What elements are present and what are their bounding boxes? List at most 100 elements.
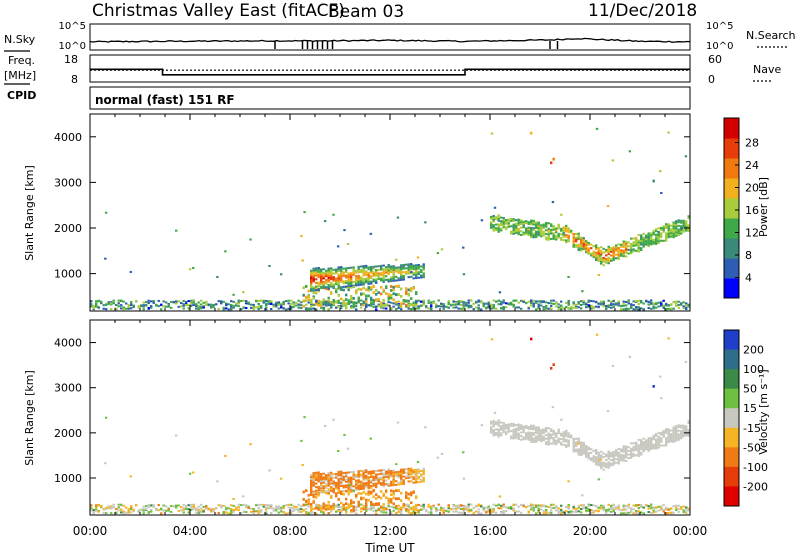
power-cell [312, 269, 315, 272]
power-cell [647, 301, 650, 304]
velocity-cell [606, 410, 610, 413]
power-cell [612, 300, 615, 303]
velocity-cell [392, 492, 395, 496]
velocity-cell [602, 461, 605, 464]
velocity-cell [362, 484, 365, 487]
power-cell [607, 251, 610, 254]
velocity-cell [312, 481, 315, 484]
velocity-cell [582, 445, 585, 448]
velocity-cell [637, 444, 640, 447]
power-cell [527, 300, 530, 303]
power-cell [542, 227, 545, 230]
power-cell [572, 238, 575, 241]
power-cell [567, 236, 570, 239]
velocity-cell [400, 483, 403, 486]
velocity-cell [372, 495, 375, 499]
velocity-cell [622, 512, 625, 515]
power-cell [137, 306, 140, 309]
power-cell [125, 302, 128, 305]
velocity-cell [592, 511, 595, 514]
velocity-cell [442, 511, 445, 514]
power-cell [555, 305, 558, 308]
power-cell [412, 268, 415, 271]
velocity-cell [592, 455, 595, 458]
velocity-cell [320, 483, 323, 486]
velocity-cell [312, 479, 315, 482]
power-cell [447, 303, 450, 306]
velocity-cell [530, 435, 533, 438]
velocity-cell [392, 509, 395, 512]
velocity-cell [595, 333, 599, 336]
power-cell [357, 280, 360, 283]
velocity-cell [505, 425, 508, 428]
velocity-cell [577, 453, 580, 456]
power-cell [360, 292, 363, 296]
velocity-cell [640, 439, 643, 442]
velocity-cell [677, 436, 680, 439]
velocity-cell [507, 506, 510, 509]
power-cell [225, 304, 228, 307]
velocity-cell [497, 431, 500, 434]
power-cell [92, 308, 95, 311]
velocity-cell [647, 442, 650, 445]
power-cell [387, 263, 390, 267]
power-cell [315, 291, 318, 295]
power-cell [327, 269, 330, 272]
power-cell [585, 240, 588, 243]
velocity-cell [655, 440, 658, 443]
velocity-cell [532, 424, 535, 427]
power-cell [322, 286, 325, 290]
power-cell [340, 267, 343, 270]
power-cell [607, 253, 610, 256]
power-cell [397, 300, 400, 303]
power-cell [627, 241, 630, 244]
power-cell [512, 230, 515, 233]
velocity-cell [545, 511, 548, 514]
power-cell [617, 246, 620, 250]
power-cell [285, 300, 288, 303]
velocity-cell [467, 503, 470, 506]
power-cell [335, 301, 338, 304]
velocity-cell [652, 506, 655, 509]
velocity-cell [265, 510, 268, 513]
velocity-cell [235, 506, 238, 509]
velocity-cell [660, 437, 663, 440]
power-cell [330, 267, 333, 270]
velocity-cell [427, 511, 430, 514]
power-cell [392, 270, 395, 273]
velocity-cell [395, 480, 398, 483]
velocity-cell [572, 448, 575, 451]
power-cell [325, 278, 328, 281]
power-cell [377, 265, 380, 268]
power-cell [682, 301, 685, 304]
velocity-cell [202, 510, 205, 513]
power-cell [557, 227, 560, 230]
velocity-cell [190, 503, 193, 506]
velocity-cell [612, 459, 615, 462]
velocity-cell [397, 476, 400, 479]
power-cell [517, 220, 520, 223]
velocity-cell [387, 484, 390, 487]
colorbar-segment [724, 466, 739, 487]
velocity-cell [340, 506, 343, 509]
power-cell [105, 308, 108, 311]
power-cell [357, 299, 360, 303]
velocity-cell [637, 449, 640, 452]
power-cell [330, 270, 333, 273]
velocity-cell [557, 510, 560, 513]
power-cell [390, 265, 393, 268]
velocity-cell [410, 469, 413, 472]
power-cell [357, 271, 360, 274]
power-cell [380, 277, 383, 280]
velocity-cell [672, 435, 675, 438]
power-cell [302, 286, 305, 290]
power-cell [592, 256, 595, 259]
power-cell [595, 253, 598, 256]
velocity-cell [280, 506, 283, 509]
power-cell [622, 249, 625, 252]
velocity-cell [315, 489, 318, 492]
velocity-cell [405, 477, 408, 480]
power-cell [577, 306, 580, 309]
velocity-cell [120, 511, 123, 514]
